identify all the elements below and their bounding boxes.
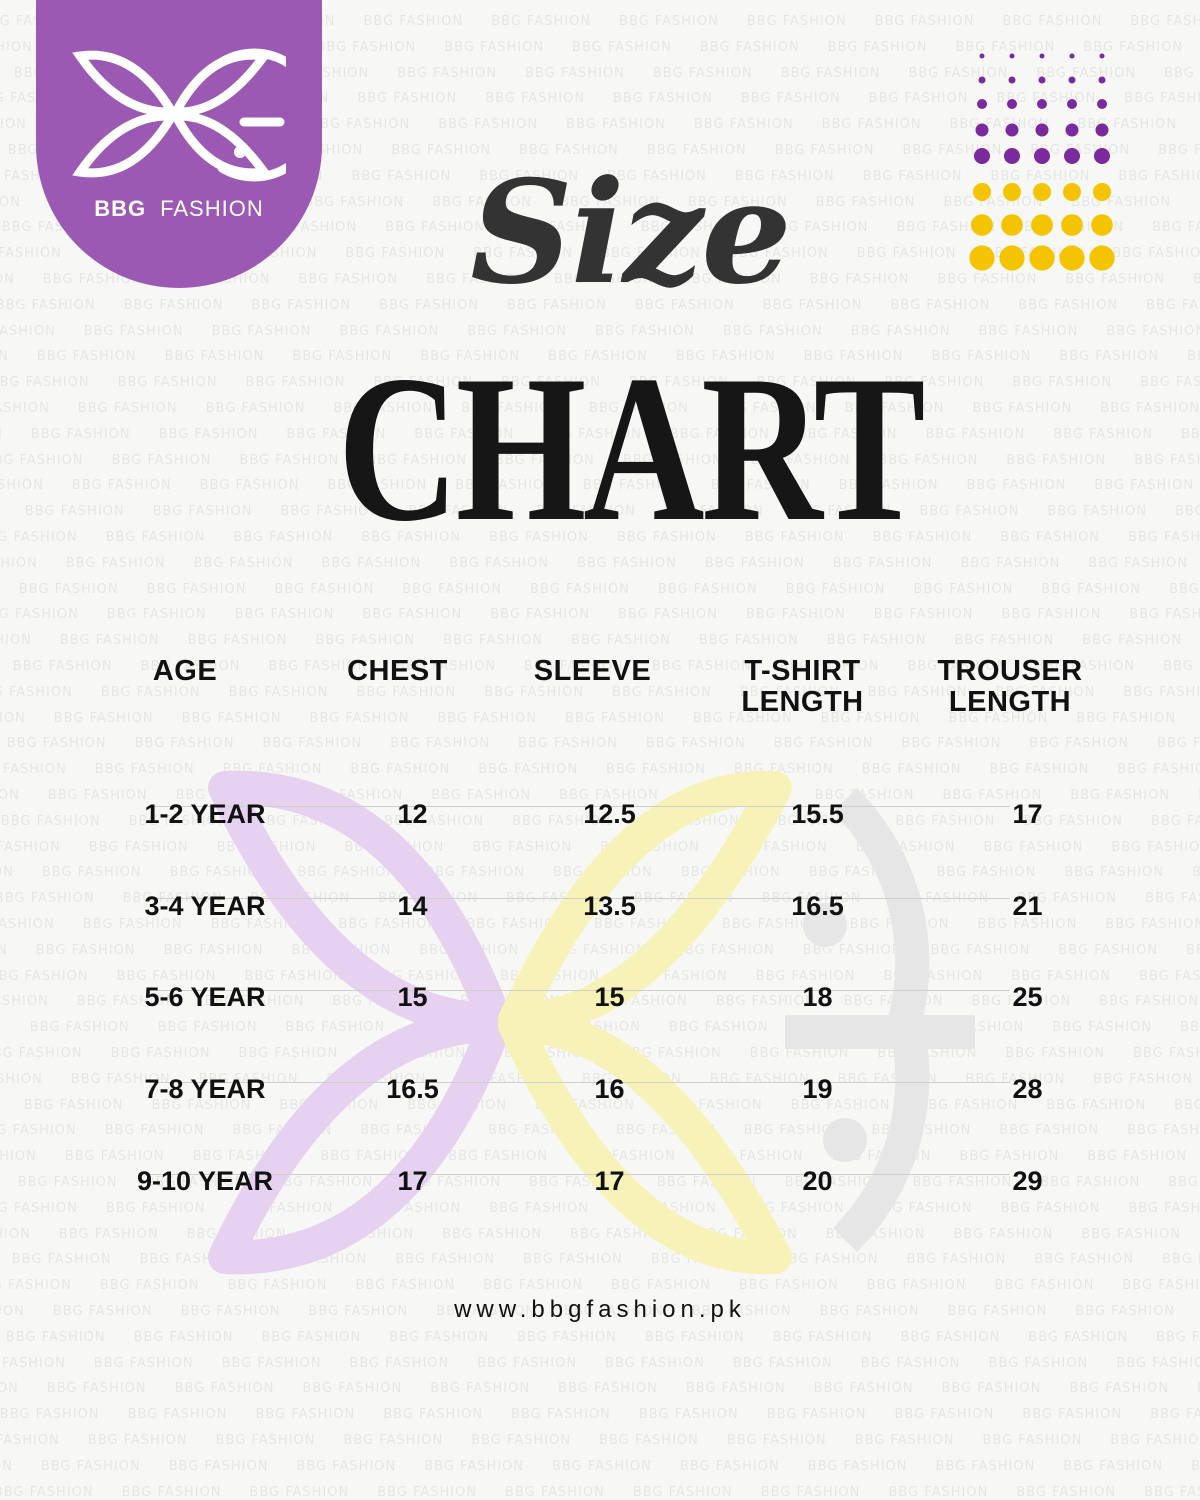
cell-sleeve: 17: [594, 1166, 625, 1196]
cell-sleeve: 16: [594, 1074, 625, 1104]
title-chart: CHART: [337, 333, 926, 565]
brand-name-bold: BBG: [94, 196, 147, 221]
cell-sleeve: 13.5: [583, 891, 636, 921]
cell-age: 3-4 YEAR: [144, 891, 266, 921]
header-age: AGE: [152, 655, 218, 687]
row-divider: [150, 806, 1010, 807]
decorative-dot: [973, 183, 991, 201]
watermark-row: BBG FASHION BBG FASHION BBG FASHION BBG …: [0, 1329, 1200, 1345]
decorative-dot: [1034, 148, 1050, 164]
cell-tshirt-length: 16.5: [791, 891, 844, 921]
decorative-dot: [1005, 123, 1019, 137]
decorative-dot: [999, 245, 1025, 271]
cell-age: 1-2 YEAR: [144, 799, 266, 829]
decorative-dot: [1093, 183, 1111, 201]
decorative-dot: [1091, 214, 1113, 236]
cell-chest: 16.5: [386, 1074, 439, 1104]
header-chest: CHEST: [347, 655, 448, 687]
cell-sleeve: 15: [594, 982, 625, 1012]
cell-trouser-length: 17: [1012, 799, 1043, 829]
watermark-row: BBG FASHION BBG FASHION BBG FASHION BBG …: [0, 607, 1200, 623]
decorative-dot: [971, 214, 993, 236]
decorative-dot: [977, 99, 987, 109]
decorative-dot: [1008, 76, 1016, 84]
cell-trouser-length: 29: [1012, 1166, 1043, 1196]
decorative-dot: [1039, 53, 1045, 59]
decorative-dot: [1033, 183, 1051, 201]
decorative-dot: [1067, 99, 1077, 109]
watermark-row: BBG FASHION BBG FASHION BBG FASHION BBG …: [0, 1355, 1200, 1371]
decorative-dot: [1095, 123, 1109, 137]
decorative-dot: [1098, 76, 1106, 84]
row-divider: [150, 1082, 1010, 1083]
decorative-dot: [1061, 214, 1083, 236]
cell-tshirt-length: 15.5: [791, 799, 844, 829]
watermark-row: BBG FASHION BBG FASHION BBG FASHION BBG …: [0, 633, 1200, 649]
decorative-dot: [979, 53, 985, 59]
watermark-row: BBG FASHION BBG FASHION BBG FASHION BBG …: [0, 1407, 1200, 1423]
cell-sleeve: 12.5: [583, 799, 636, 829]
decorative-dot: [1031, 214, 1053, 236]
decorative-dot: [974, 148, 990, 164]
cell-age: 5-6 YEAR: [144, 982, 266, 1012]
watermark-row: BBG FASHION BBG FASHION BBG FASHION BBG …: [0, 1433, 1200, 1448]
decorative-dot: [978, 76, 986, 84]
decorative-dot: [1004, 148, 1020, 164]
cell-age: 9-10 YEAR: [136, 1166, 274, 1196]
decorative-dot: [1003, 183, 1021, 201]
watermark-row: BBG FASHION BBG FASHION BBG FASHION BBG …: [0, 581, 1200, 597]
decorative-dot: [1065, 123, 1079, 137]
cell-chest: 14: [397, 891, 428, 921]
decorative-dot: [1064, 148, 1080, 164]
decorative-dot: [1038, 76, 1046, 84]
decorative-dot: [1035, 123, 1049, 137]
cell-age: 7-8 YEAR: [144, 1074, 266, 1104]
row-divider: [150, 1174, 1010, 1175]
cell-chest: 15: [397, 982, 428, 1012]
decorative-dot: [1001, 214, 1023, 236]
decorative-dot: [1007, 99, 1017, 109]
header-trouser-length: TROUSER LENGTH: [937, 655, 1083, 718]
cell-tshirt-length: 18: [802, 982, 833, 1012]
decorative-dot: [1069, 53, 1075, 59]
decorative-dot: [1037, 99, 1047, 109]
cell-trouser-length: 25: [1012, 982, 1043, 1012]
decorative-dot: [1029, 245, 1055, 271]
cell-trouser-length: 28: [1012, 1074, 1043, 1104]
decorative-dot: [1097, 99, 1107, 109]
row-divider: [150, 990, 1010, 991]
brand-wordmark: BBG FASHION: [36, 196, 322, 222]
decorative-dot-grid: [969, 53, 1115, 271]
cell-trouser-length: 21: [1012, 891, 1043, 921]
header-sleeve: SLEEVE: [533, 655, 652, 687]
cell-tshirt-length: 19: [802, 1074, 833, 1104]
decorative-dot: [1089, 245, 1115, 271]
background-logo-watermark-icon: [208, 770, 975, 1275]
watermark-row: BBG FASHION BBG FASHION BBG FASHION BBG …: [0, 1381, 1200, 1397]
watermark-row: BBG FASHION BBG FASHION BBG FASHION BBG …: [0, 736, 1200, 752]
row-divider: [150, 898, 1010, 899]
decorative-dot: [1068, 76, 1076, 84]
decorative-dot: [969, 245, 995, 271]
decorative-dot: [1059, 245, 1085, 271]
decorative-dot: [1099, 53, 1105, 59]
cell-chest: 12: [397, 799, 428, 829]
decorative-dot: [975, 123, 989, 137]
decorative-dot: [1094, 148, 1110, 164]
website-url[interactable]: www.bbgfashion.pk: [454, 1296, 746, 1323]
butterfly-g-logo-icon: [72, 48, 286, 182]
watermark-row: BBG FASHION BBG FASHION BBG FASHION BBG …: [0, 1484, 1200, 1500]
title-size: Size: [470, 150, 791, 316]
watermark-row: BBG FASHION BBG FASHION BBG FASHION BBG …: [0, 1458, 1200, 1474]
brand-logo-banner: BBG FASHION: [36, 0, 322, 288]
brand-name-light: FASHION: [160, 196, 264, 221]
cell-tshirt-length: 20: [802, 1166, 833, 1196]
header-tshirt-length: T-SHIRT LENGTH: [741, 655, 864, 718]
decorative-dot: [1009, 53, 1015, 59]
decorative-dot: [1063, 183, 1081, 201]
watermark-row: BBG FASHION BBG FASHION BBG FASHION BBG …: [0, 1278, 1200, 1294]
cell-chest: 17: [397, 1166, 428, 1196]
